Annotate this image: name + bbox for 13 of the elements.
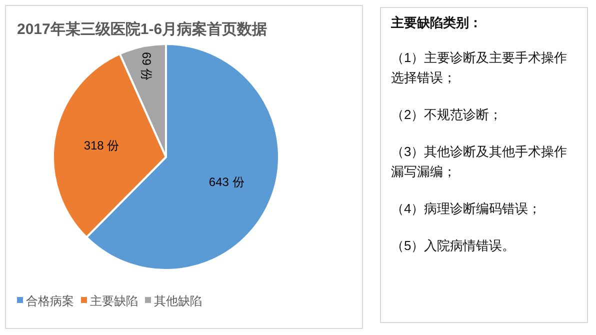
legend-label: 主要缺陷 [90,294,138,308]
data-label: 643 份 [208,174,244,189]
text: （4）病理诊断编码错误； [391,200,542,218]
text: （2）不规范诊断； [391,106,504,124]
chart-title: 2017年某三级医院1-6月病案首页数据 [17,20,268,38]
text: 主要缺陷类别： [391,14,483,32]
legend-label: 合格病案 [26,294,74,308]
text: （1）主要诊断及主要手术操作选择错误； [391,49,568,87]
data-label: 318 份 [84,138,120,152]
text: （5）入院病情错误。 [391,237,516,255]
data-label: 69 份 [140,52,154,81]
legend-label: 其他缺陷 [154,294,202,308]
text: （3）其他诊断及其他手术操作漏写漏编； [391,143,568,181]
